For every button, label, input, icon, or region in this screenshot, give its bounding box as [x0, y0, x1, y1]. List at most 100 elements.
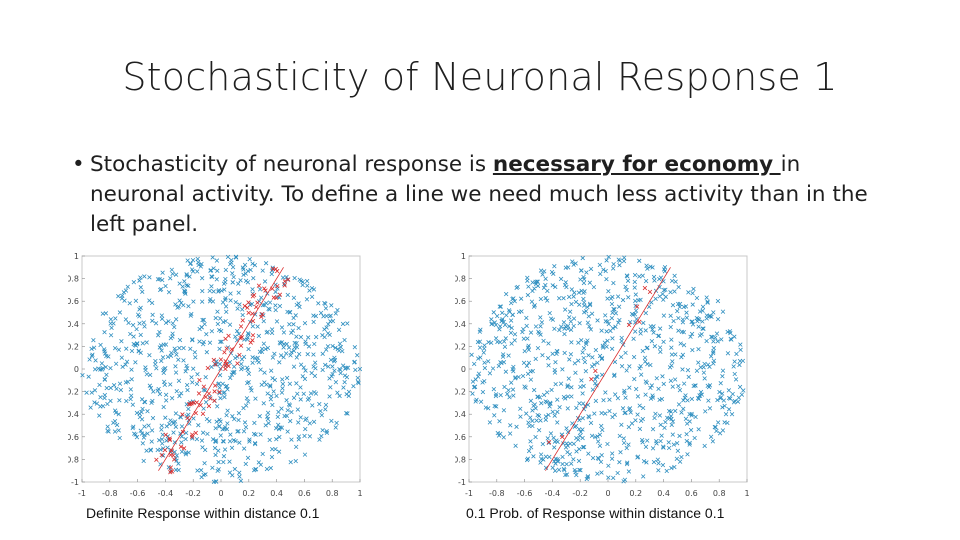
- scatter-point: [582, 310, 587, 315]
- scatter-point: [634, 386, 639, 392]
- scatter-point: [556, 296, 562, 301]
- scatter-point: [599, 328, 604, 333]
- scatter-point: [213, 315, 218, 321]
- scatter-point: [200, 342, 206, 347]
- scatter-point: [595, 374, 600, 380]
- scatter-point: [289, 437, 294, 442]
- scatter-point: [625, 278, 631, 283]
- scatter-point: [250, 287, 255, 292]
- scatter-point: [612, 392, 618, 397]
- scatter-point: [604, 276, 609, 282]
- scatter-point: [285, 292, 290, 298]
- scatter-point: [192, 350, 198, 355]
- scatter-point: [621, 258, 627, 264]
- scatter-point: [571, 294, 576, 299]
- scatter-point: [689, 411, 694, 417]
- scatter-point: [558, 381, 564, 386]
- scatter-point: [536, 329, 541, 334]
- scatter-point: [563, 265, 569, 270]
- scatter-point: [671, 318, 676, 324]
- scatter-point: [563, 445, 569, 450]
- responding-point: [546, 439, 552, 445]
- scatter-point: [122, 298, 127, 303]
- x-tick-label: -1: [78, 489, 86, 498]
- scatter-point: [295, 391, 300, 396]
- scatter-point: [196, 422, 201, 428]
- scatter-point: [576, 458, 582, 464]
- scatter-point: [718, 381, 723, 386]
- scatter-point: [574, 449, 579, 454]
- scatter-point: [539, 401, 544, 406]
- scatter-point: [88, 405, 93, 410]
- scatter-point: [573, 370, 578, 375]
- scatter-point: [195, 269, 200, 274]
- scatter-point: [311, 364, 316, 369]
- scatter-point: [603, 268, 608, 274]
- scatter-point: [726, 388, 732, 393]
- responding-point: [212, 389, 217, 394]
- scatter-point: [690, 347, 695, 353]
- scatter-point: [623, 350, 628, 356]
- scatter-point: [737, 358, 743, 364]
- scatter-point: [294, 341, 299, 346]
- scatter-point: [207, 340, 213, 345]
- scatter-point: [549, 387, 554, 393]
- scatter-point: [672, 377, 678, 382]
- scatter-point: [580, 350, 585, 355]
- scatter-point: [565, 323, 571, 329]
- scatter-point: [203, 400, 209, 405]
- scatter-point: [341, 385, 346, 390]
- scatter-point: [235, 306, 240, 311]
- scatter-point: [684, 421, 690, 426]
- scatter-point: [245, 367, 251, 373]
- scatter-point: [704, 295, 709, 300]
- x-tick-label: 0.4: [270, 489, 283, 498]
- scatter-point: [644, 460, 649, 465]
- scatter-point: [305, 352, 310, 357]
- scatter-point: [507, 431, 513, 436]
- scatter-point: [125, 379, 131, 384]
- scatter-point: [635, 394, 641, 399]
- scatter-point: [550, 283, 555, 288]
- scatter-point: [535, 394, 540, 399]
- scatter-point: [356, 380, 361, 386]
- scatter-point: [163, 342, 169, 347]
- responding-point: [203, 394, 208, 400]
- scatter-point: [279, 390, 285, 395]
- scatter-point: [606, 463, 611, 468]
- scatter-point: [567, 452, 573, 457]
- scatter-point: [599, 355, 605, 361]
- scatter-point: [239, 357, 245, 362]
- scatter-point: [564, 441, 569, 446]
- responding-point: [167, 436, 172, 441]
- scatter-point: [635, 412, 640, 417]
- responding-point: [262, 286, 267, 291]
- scatter-point: [153, 358, 158, 364]
- scatter-point: [288, 353, 293, 358]
- scatter-point: [548, 400, 553, 406]
- scatter-point: [108, 385, 113, 391]
- scatter-point: [711, 310, 716, 315]
- scatter-point: [543, 417, 548, 422]
- scatter-point: [605, 319, 610, 324]
- scatter-point: [669, 363, 674, 368]
- scatter-point: [256, 360, 262, 365]
- scatter-point: [197, 326, 202, 332]
- scatter-point: [524, 323, 529, 329]
- scatter-point: [710, 439, 716, 444]
- scatter-point: [252, 262, 258, 268]
- scatter-point: [253, 467, 259, 472]
- scatter-point: [487, 371, 493, 376]
- scatter-point: [578, 384, 583, 390]
- responding-point: [193, 410, 199, 416]
- scatter-point: [562, 350, 567, 356]
- scatter-point: [258, 432, 263, 437]
- scatter-point: [608, 296, 614, 301]
- scatter-point: [329, 374, 334, 379]
- scatter-point: [320, 367, 325, 373]
- scatter-point: [183, 369, 188, 374]
- scatter-point: [509, 341, 514, 346]
- scatter-point: [557, 405, 562, 410]
- scatter-point: [279, 325, 285, 330]
- responding-point: [154, 457, 159, 462]
